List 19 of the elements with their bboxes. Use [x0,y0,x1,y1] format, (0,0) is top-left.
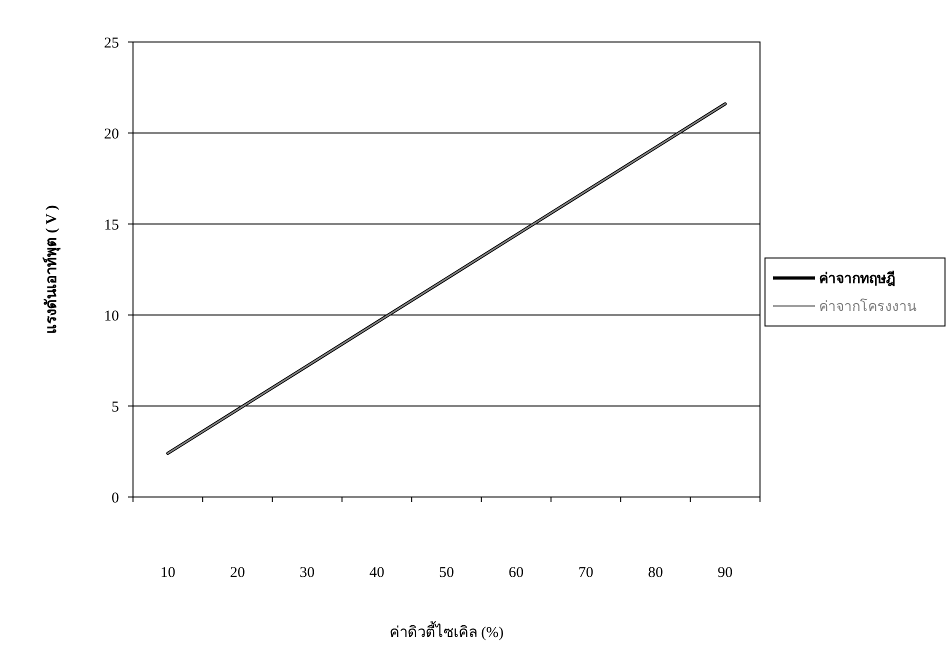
y-tick-label: 5 [112,399,119,416]
y-tick-label: 20 [104,126,119,142]
legend-label: ค่าจากทฤษฎี [819,270,895,287]
y-tick-label: 15 [104,217,119,234]
y-axis-title: แรงดันเอาท์พุต ( V ) [42,205,61,334]
y-tick-label: 25 [104,35,119,52]
y-tick-label: 10 [104,308,119,324]
x-tick-label: 10 [160,565,176,581]
x-tick-label: 80 [648,565,663,581]
x-tick-label: 70 [578,565,594,581]
x-tick-label: 20 [230,565,245,581]
legend-label: ค่าจากโครงงาน [819,298,917,315]
x-tick-label: 40 [369,565,384,581]
x-tick-label: 50 [439,565,454,581]
x-axis-title: ค่าดิวตี้ไซเคิล (%) [389,621,504,641]
x-tick-label: 60 [508,565,524,581]
y-tick-label: 0 [112,490,119,506]
x-tick-label: 90 [718,565,733,581]
x-tick-label: 30 [300,565,315,581]
